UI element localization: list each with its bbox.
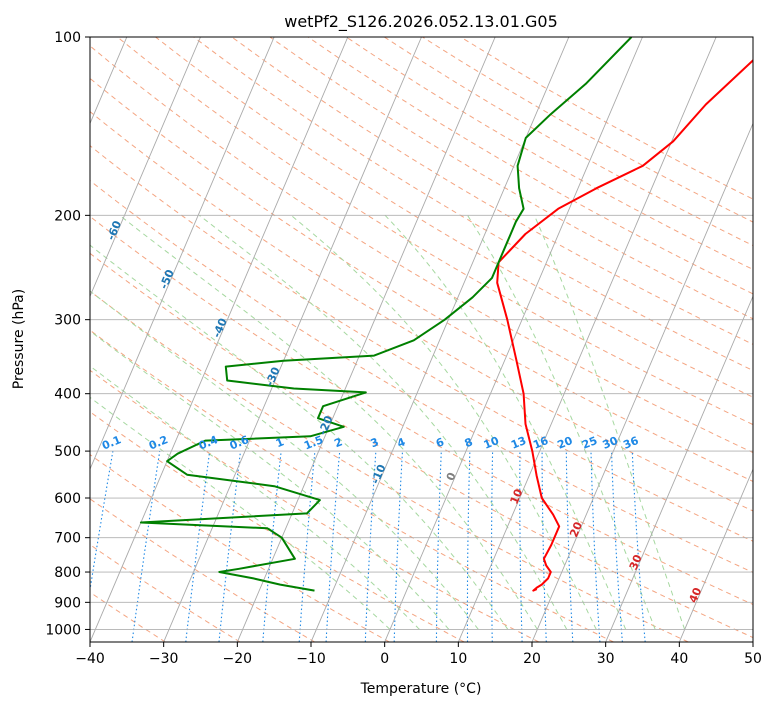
skewed-isotherm (531, 122, 753, 642)
skewed-isotherm (90, 37, 201, 298)
skewed-isotherm (384, 37, 643, 642)
mixing-ratio-line (90, 451, 114, 594)
mixing-ratio-line (218, 451, 242, 642)
x-axis-ticks: −40 −30 −20 −10 0 10 20 30 40 50 (75, 642, 762, 667)
y-tick-label: 700 (54, 531, 81, 547)
moist-adiabat (90, 290, 479, 630)
skewed-isotherm (605, 295, 753, 642)
y-tick-label: 400 (54, 387, 81, 403)
y-axis-label: Pressure (hPa) (11, 289, 27, 389)
skewed-isotherm (90, 37, 275, 471)
x-tick-label: −40 (75, 651, 105, 667)
grid-lines (90, 37, 753, 642)
mixing-ratio-label: 20 (555, 434, 574, 452)
dry-adiabat (90, 369, 540, 642)
mixing-ratio-line (298, 451, 316, 642)
dry-adiabat (307, 37, 753, 295)
dry-adiabat (90, 45, 753, 454)
dry-adiabat (90, 215, 753, 606)
mixing-ratio-label: 30 (601, 434, 620, 452)
moist-adiabat (90, 244, 509, 630)
mixing-ratio-line (631, 451, 646, 642)
dewpoint-line (139, 37, 633, 592)
y-axis-ticks: 100 200 300 400 500 600 700 800 900 1000 (45, 30, 90, 638)
mixing-ratio-label: 16 (531, 434, 550, 452)
isotherm-label: 40 (686, 585, 704, 604)
y-tick-label: 600 (54, 491, 81, 507)
x-tick-label: 30 (597, 651, 615, 667)
y-tick-label: 1000 (45, 622, 81, 638)
mixing-ratio-label: 8 (463, 435, 475, 450)
dry-adiabat (90, 591, 166, 642)
dry-adiabat (90, 179, 753, 573)
x-tick-label: −10 (296, 651, 326, 667)
mixing-ratio-label: 1 (274, 435, 286, 450)
plot-area (90, 37, 753, 642)
dry-adiabat (90, 110, 753, 512)
chart-title: wetPf2_S126.2026.052.13.01.G05 (284, 12, 558, 32)
skewed-isotherm (163, 37, 422, 642)
x-axis-label: Temperature (°C) (360, 681, 482, 697)
isotherm-label: 30 (627, 552, 645, 571)
y-tick-label: 500 (54, 444, 81, 460)
mixing-ratio-label: 25 (580, 434, 599, 452)
dry-adiabat (90, 411, 465, 642)
skewed-isotherm (90, 37, 349, 642)
x-tick-label: 40 (670, 651, 688, 667)
y-tick-label: 200 (54, 208, 81, 224)
x-tick-label: −30 (149, 651, 179, 667)
moist-adiabat (384, 214, 627, 630)
mixing-ratio-label: 3 (369, 435, 381, 450)
y-tick-label: 800 (54, 565, 81, 581)
dry-adiabat (90, 252, 753, 639)
y-tick-label: 300 (54, 313, 81, 329)
skewed-isotherm (236, 37, 496, 642)
mixing-ratio-label: 36 (621, 434, 640, 452)
dry-adiabat (90, 454, 390, 642)
x-tick-label: 0 (380, 651, 389, 667)
mixing-ratio-label: 10 (482, 434, 501, 452)
isotherm-label: -70 (51, 170, 71, 194)
mixing-ratio-label: 2 (332, 435, 344, 450)
x-tick-label: 20 (523, 651, 541, 667)
mixing-ratio-line (262, 451, 282, 642)
mixing-ratio-line (185, 451, 211, 642)
skewed-isotherm (752, 640, 753, 642)
temperature-line (496, 59, 753, 592)
skewed-isotherm (678, 467, 753, 642)
moist-adiabat (467, 215, 656, 630)
x-tick-label: −20 (223, 651, 253, 667)
plot-frame (89, 36, 754, 643)
mixing-ratio-label: 13 (509, 434, 528, 452)
isotherm-label: -80 (0, 121, 18, 145)
dry-adiabat (90, 145, 753, 542)
series-lines (139, 37, 753, 592)
mixing-ratio-labels: 0.1 0.2 0.4 0.6 1 1.5 2 3 4 6 8 10 13 16 20 25 30 36 (100, 433, 641, 453)
dry-adiabat (117, 37, 753, 426)
y-tick-label: 100 (54, 30, 81, 46)
y-tick-label: 900 (54, 595, 81, 611)
isotherm-label: 10 (508, 487, 526, 506)
dry-adiabat (155, 37, 753, 398)
skewed-isotherm (457, 37, 717, 642)
dry-adiabat (90, 329, 614, 642)
dry-adiabat (90, 498, 315, 642)
isotherm-label: 20 (567, 520, 585, 539)
x-tick-label: 50 (744, 651, 762, 667)
dry-adiabat (231, 37, 753, 345)
x-tick-label: 10 (449, 651, 467, 667)
